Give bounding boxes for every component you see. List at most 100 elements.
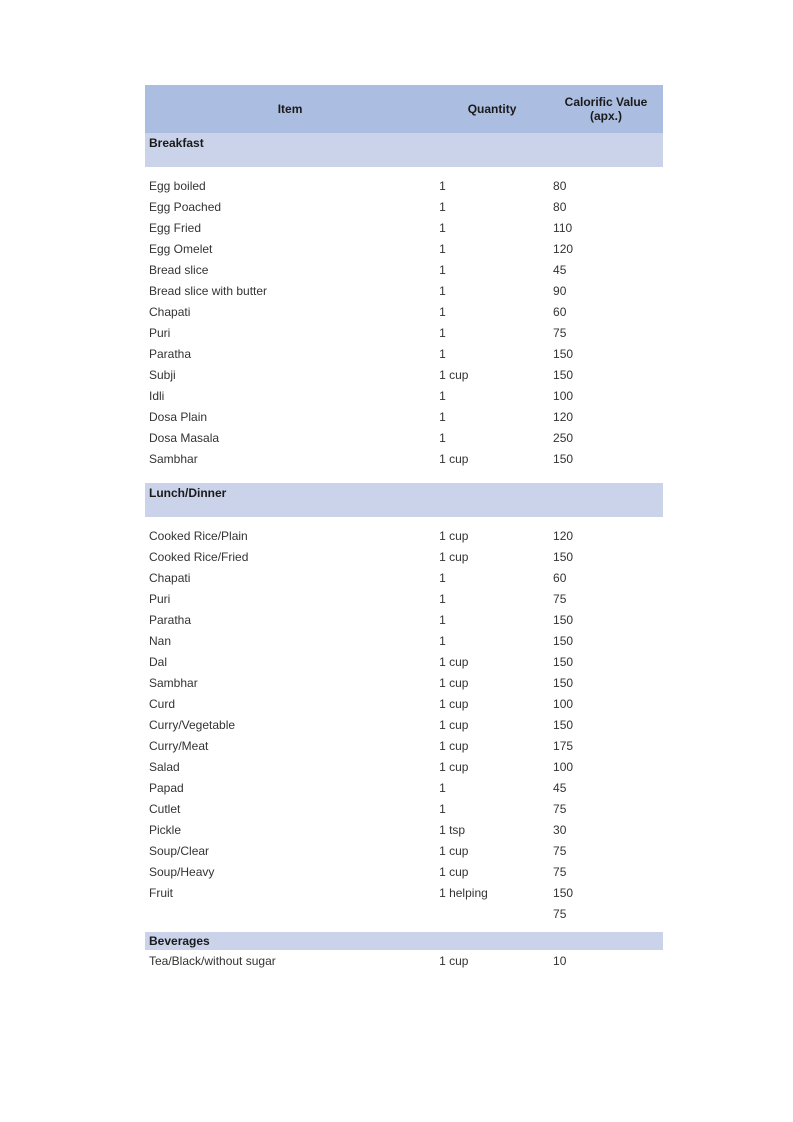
table-row: Egg Fried1110 [145,217,663,238]
cell-value: 150 [549,609,663,630]
cell-item: Paratha [145,343,435,364]
cell-value: 75 [549,798,663,819]
table-row: Chapati160 [145,567,663,588]
cell-quantity: 1 cup [435,546,549,567]
cell-value: 75 [549,840,663,861]
cell-quantity: 1 cup [435,525,549,546]
section-title: Lunch/Dinner [145,483,663,517]
cell-value: 80 [549,175,663,196]
table-row: Bread slice with butter190 [145,280,663,301]
cell-item: Dosa Plain [145,406,435,427]
cell-value: 250 [549,427,663,448]
cell-quantity: 1 cup [435,693,549,714]
cell-value: 60 [549,567,663,588]
cell-item: Fruit [145,882,435,903]
cell-item: Cutlet [145,798,435,819]
table-row: Puri175 [145,588,663,609]
cell-quantity: 1 [435,427,549,448]
table-row: Bread slice145 [145,259,663,280]
calorie-table: Item Quantity Calorific Value (apx.) Bre… [145,85,663,971]
cell-item: Chapati [145,301,435,322]
cell-value: 150 [549,546,663,567]
cell-quantity: 1 [435,567,549,588]
cell-item: Nan [145,630,435,651]
table-row: Cooked Rice/Fried1 cup150 [145,546,663,567]
section-title: Beverages [145,932,663,950]
cell-quantity: 1 [435,175,549,196]
cell-quantity: 1 [435,217,549,238]
cell-value: 45 [549,259,663,280]
cell-value: 150 [549,672,663,693]
table-row: Idli1100 [145,385,663,406]
cell-value: 100 [549,756,663,777]
cell-value: 100 [549,693,663,714]
cell-item: Soup/Clear [145,840,435,861]
column-header-quantity: Quantity [435,85,549,133]
table-body: BreakfastEgg boiled180Egg Poached180Egg … [145,133,663,971]
table-row: Dosa Plain1120 [145,406,663,427]
cell-quantity: 1 cup [435,950,549,971]
cell-item: Egg boiled [145,175,435,196]
cell-item [145,903,435,924]
table-row: Sambhar1 cup150 [145,448,663,469]
cell-item: Curry/Vegetable [145,714,435,735]
table-row: Paratha1150 [145,609,663,630]
cell-item: Paratha [145,609,435,630]
cell-quantity: 1 [435,630,549,651]
table-row: Papad145 [145,777,663,798]
table-row: Cutlet175 [145,798,663,819]
cell-item: Dal [145,651,435,672]
table-row: Fruit1 helping150 [145,882,663,903]
cell-value: 60 [549,301,663,322]
cell-quantity: 1 cup [435,756,549,777]
cell-item: Egg Fried [145,217,435,238]
spacer-row [145,924,663,932]
cell-item: Egg Poached [145,196,435,217]
cell-quantity: 1 [435,322,549,343]
table-row: Soup/Heavy1 cup75 [145,861,663,882]
table-row: Egg Omelet1120 [145,238,663,259]
cell-value: 110 [549,217,663,238]
cell-item: Tea/Black/without sugar [145,950,435,971]
cell-value: 75 [549,322,663,343]
table-row: Puri175 [145,322,663,343]
cell-value: 150 [549,364,663,385]
table-row: Dal1 cup150 [145,651,663,672]
cell-quantity: 1 cup [435,672,549,693]
cell-item: Puri [145,588,435,609]
cell-quantity: 1 cup [435,861,549,882]
cell-quantity: 1 [435,196,549,217]
cell-quantity: 1 cup [435,714,549,735]
cell-quantity: 1 [435,406,549,427]
cell-item: Puri [145,322,435,343]
column-header-item: Item [145,85,435,133]
cell-item: Bread slice with butter [145,280,435,301]
section-header-row: Lunch/Dinner [145,483,663,517]
spacer-row [145,469,663,483]
cell-value: 75 [549,861,663,882]
table-row: Subji1 cup150 [145,364,663,385]
table-row: Chapati160 [145,301,663,322]
section-header-row: Breakfast [145,133,663,167]
cell-item: Bread slice [145,259,435,280]
cell-item: Soup/Heavy [145,861,435,882]
table-row: Sambhar1 cup150 [145,672,663,693]
cell-value: 30 [549,819,663,840]
cell-value: 80 [549,196,663,217]
cell-quantity: 1 helping [435,882,549,903]
cell-item: Idli [145,385,435,406]
table-row: Pickle1 tsp30 [145,819,663,840]
table-row: Soup/Clear1 cup75 [145,840,663,861]
cell-quantity: 1 [435,798,549,819]
cell-quantity: 1 cup [435,735,549,756]
cell-value: 150 [549,882,663,903]
table-header-row: Item Quantity Calorific Value (apx.) [145,85,663,133]
cell-quantity: 1 cup [435,651,549,672]
section-title: Breakfast [145,133,663,167]
cell-quantity: 1 [435,301,549,322]
cell-value: 120 [549,406,663,427]
cell-quantity: 1 [435,609,549,630]
section-header-row: Beverages [145,932,663,950]
cell-quantity: 1 cup [435,840,549,861]
cell-item: Cooked Rice/Fried [145,546,435,567]
